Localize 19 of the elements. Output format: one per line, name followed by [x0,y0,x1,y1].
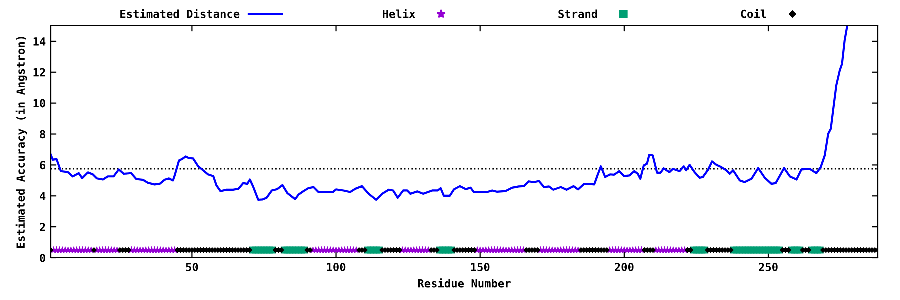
y-tick-label: 4 [40,192,46,200]
legend-label: Estimated Distance [120,9,240,18]
legend-label: Coil [741,9,766,18]
x-tick-label: 200 [615,263,634,272]
y-tick-label: 6 [40,161,46,170]
y-tick-label: 2 [40,223,46,232]
legend-label: Helix [383,9,416,18]
y-tick-label: 14 [34,38,46,46]
y-tick-label: 12 [34,68,46,77]
legend-label: Strand [558,10,598,18]
y-tick-label: 10 [34,99,46,108]
x-tick-label: 100 [327,263,346,272]
x-tick-label: 250 [759,263,778,272]
x-tick-label: 50 [186,263,198,272]
y-axis-title: Estimated Accuracy (in Angstron) [16,37,28,248]
y-tick-label: 8 [40,130,46,139]
x-axis-title: Residue Number [418,278,511,288]
y-tick-label: 0 [40,254,46,262]
x-tick-label: 150 [471,263,490,272]
